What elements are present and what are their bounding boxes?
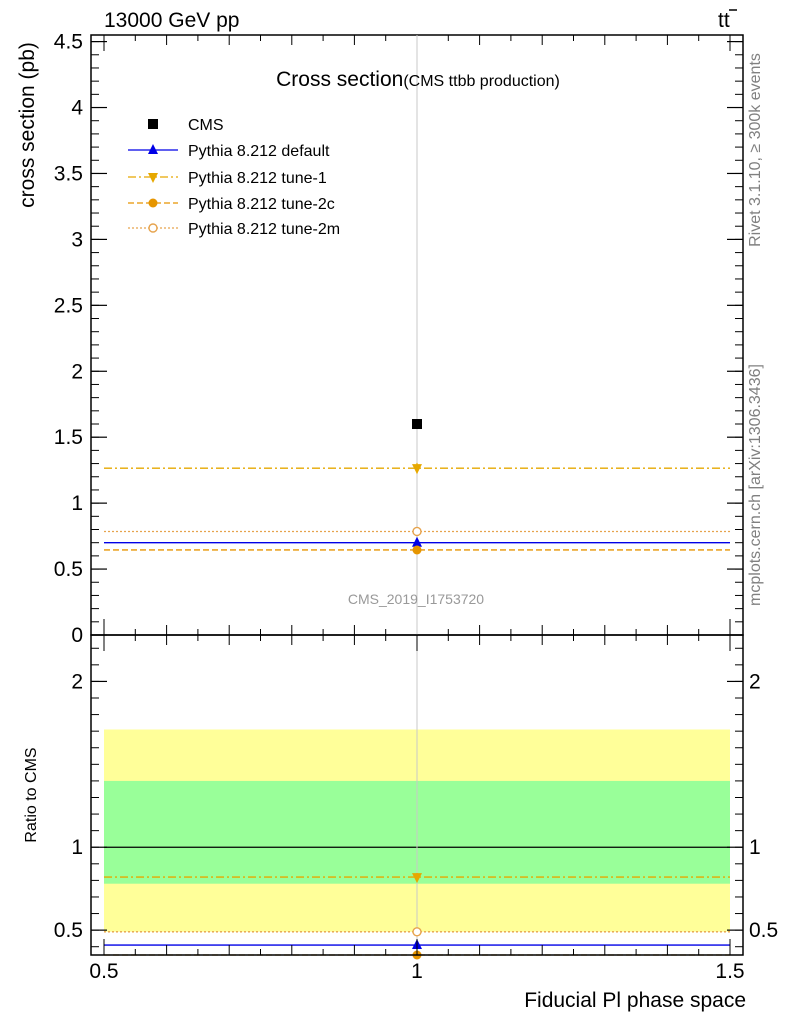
ratio-y-tick-label: 1 xyxy=(71,836,83,859)
legend-marker xyxy=(148,119,158,129)
legend-entry-label: Pythia 8.212 default xyxy=(188,143,330,160)
main-chart-title-main: Cross section xyxy=(276,68,403,91)
ratio-y-tick-label: 0.5 xyxy=(54,919,83,942)
y-tick-label: 3 xyxy=(71,228,83,251)
marker-CMS xyxy=(412,419,422,430)
y-tick-label: 4.5 xyxy=(54,31,83,54)
main-chart-title: Cross section(CMS ttbb production) xyxy=(276,68,560,91)
marker-Pythia 8.212 tune-2c xyxy=(412,545,422,555)
marker-Pythia 8.212 default xyxy=(412,536,422,547)
ratio-y-tick-label: 2 xyxy=(71,670,83,693)
analysis-watermark: CMS_2019_I1753720 xyxy=(348,591,484,607)
y-tick-label: 2.5 xyxy=(54,294,83,317)
y-tick-label: 0.5 xyxy=(54,558,83,581)
main-panel: 0 0.5 1 1.5 2 2.5 3 3.5 4 4.5 Cross section(CMS t… xyxy=(16,31,744,647)
ratio-marker-Pythia 8.212 tune-2m xyxy=(412,927,422,937)
y-tick-label: 1.5 xyxy=(54,426,83,449)
legend: CMS Pythia 8.212 default Pythia 8.212 tune… xyxy=(128,117,340,238)
legend-entry-label: CMS xyxy=(188,117,224,134)
ratio-ticks: 0.5 0.5 1 1 2 2 0.5 1 1.5 xyxy=(54,635,778,983)
ratio-panel: 0.5 0.5 1 1 2 2 0.5 1 1.5 Ratio to CMS Fiducial … xyxy=(23,634,778,1012)
legend-entry-label: Pythia 8.212 tune-1 xyxy=(188,170,327,187)
ratio-y-axis-label: Ratio to CMS xyxy=(23,747,40,842)
ratio-marker-Pythia 8.212 tune-1 xyxy=(412,873,422,884)
mcplots-reference-label: mcplots.cern.ch [arXiv:1306.3436] xyxy=(747,364,764,606)
header-process-label: tt xyxy=(718,9,730,32)
legend-entry-label: Pythia 8.212 tune-2c xyxy=(188,196,335,213)
header-energy-label: 13000 GeV pp xyxy=(104,9,239,32)
x-tick-label: 0.5 xyxy=(89,960,118,983)
main-series-group xyxy=(104,35,730,635)
main-y-axis-label: cross section (pb) xyxy=(16,42,39,208)
ratio-y-tick-label-right: 0.5 xyxy=(749,919,778,942)
ratio-uncertainty-bands xyxy=(104,635,730,955)
main-y-ticks: 0 0.5 1 1.5 2 2.5 3 3.5 4 4.5 xyxy=(54,31,743,647)
legend-marker xyxy=(148,144,158,154)
legend-marker xyxy=(148,173,158,183)
ratio-y-tick-label-right: 2 xyxy=(749,670,761,693)
legend-marker xyxy=(148,223,158,233)
legend-entry-label: Pythia 8.212 tune-2m xyxy=(188,221,340,238)
y-tick-label: 1 xyxy=(71,492,83,515)
main-chart-title-sub: (CMS ttbb production) xyxy=(403,73,560,90)
y-tick-label: 2 xyxy=(71,360,83,383)
header-process-t: t xyxy=(718,9,724,32)
x-tick-label: 1.5 xyxy=(715,960,744,983)
y-tick-label: 4 xyxy=(71,97,83,120)
y-tick-label: 3.5 xyxy=(54,162,83,185)
rivet-version-label: Rivet 3.1.10, ≥ 300k events xyxy=(747,53,764,247)
marker-Pythia 8.212 tune-2m xyxy=(412,526,422,537)
marker-Pythia 8.212 tune-1 xyxy=(412,464,422,475)
x-tick-label: 1 xyxy=(411,960,423,983)
y-tick-label: 0 xyxy=(71,624,83,647)
header-process-tbar: t xyxy=(724,9,730,32)
x-axis-label: Fiducial Pl phase space xyxy=(524,989,746,1012)
ratio-y-tick-label-right: 1 xyxy=(749,836,761,859)
legend-marker xyxy=(148,198,158,208)
